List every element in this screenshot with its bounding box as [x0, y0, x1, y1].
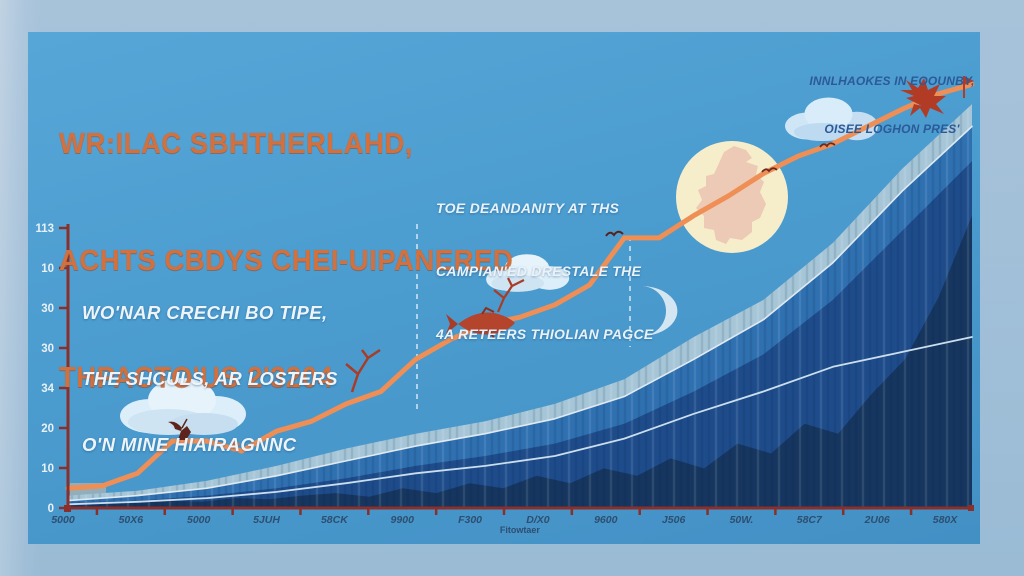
area-series-band-dark [68, 161, 972, 508]
title-line: THPACTO'US 2'3204 [59, 362, 334, 394]
x-tick-label: 50W. [730, 514, 754, 526]
cloud-icon [785, 97, 878, 141]
x-tick-label: D/X0 [526, 514, 550, 526]
note-line: TOE DEANDANITY AT THS [436, 200, 620, 216]
sky-decorations [70, 97, 878, 505]
x-tick-label: 5000 [187, 514, 211, 526]
note-line: OISEE LOGHON PRES' [824, 122, 960, 136]
trend-line [65, 81, 975, 491]
x-tick-label: 9900 [391, 514, 415, 526]
y-tick-label: 113 [35, 223, 54, 235]
white-step-line [67, 125, 973, 502]
axes [59, 224, 974, 515]
note-line: O'N MINE HIAIRAGNNC [82, 434, 297, 455]
x-tick-label: J506 [662, 514, 686, 526]
y-tick-label: 10 [41, 263, 54, 275]
x-tick-label: 9600 [594, 514, 618, 526]
x-tick-label: 580X [933, 514, 959, 526]
note-line: CAMPIAN'ED DRESTALE THE [436, 263, 642, 279]
x-tick-label: 2U06 [864, 514, 890, 526]
foreground-decorations [168, 76, 974, 449]
note-line: 4A RETEERS THIOLIAN PAGCE [436, 326, 654, 342]
infographic-title: WR:ILAC SBHTHERLAHD, ACHTS CBDYS CHEI-UI… [59, 47, 513, 476]
bird-icon [605, 230, 624, 237]
x-tick-label: 58CK [321, 514, 349, 526]
y-tick-label: 34 [41, 383, 54, 395]
y-tick-label: 30 [41, 303, 54, 315]
flag-icon [963, 76, 974, 98]
bird-icon [819, 142, 836, 148]
perched-bird-icon [168, 418, 191, 440]
axis-end-marker [968, 505, 974, 511]
area-series-group [68, 104, 972, 509]
area-series-band-navy [68, 215, 972, 508]
note-line: INNLHAOKES IN EOOUNBY, [809, 74, 975, 88]
y-tick-label: 0 [48, 503, 54, 515]
title-line: ACHTS CBDYS CHEI-UIPANERED [59, 245, 514, 277]
note-middle: TOE DEANDANITY AT THS CAMPIAN'ED DRESTAL… [436, 156, 654, 387]
note-line: THE SHCULS, AR LOSTERS [82, 368, 338, 389]
title-line: WR:ILAC SBHTHERLAHD, [59, 128, 413, 160]
x-tick-label: 50X6 [119, 514, 144, 526]
sun-icon [676, 141, 788, 253]
fish-icon [446, 306, 515, 339]
x-tick-label: 58C7 [797, 514, 823, 526]
note-top-right: INNLHAOKES IN EOOUNBY, OISEE LOGHON PRES… [792, 41, 992, 169]
moon-icon [640, 285, 678, 336]
cursor-arrow-icon [231, 440, 241, 449]
x-axis-sublabel: Fitowtaer [500, 525, 541, 535]
y-tick-label: 20 [41, 423, 54, 435]
branch-icon [345, 348, 381, 393]
x-tick-label: F300 [458, 514, 482, 526]
bird-icon [761, 167, 778, 173]
y-tick-label: 10 [41, 463, 54, 475]
x-tick-label: 5JUH [253, 514, 280, 526]
white-wave-line [67, 336, 973, 506]
note-line: WO'NAR CRECHI BO TIPE, [82, 302, 328, 323]
line-series-group [65, 81, 975, 506]
y-tick-label: 30 [41, 343, 54, 355]
dragon-bird-icon [900, 78, 946, 118]
x-tick-label: 5000 [51, 514, 75, 526]
branch-icon [493, 277, 525, 313]
note-left: WO'NAR CRECHI BO TIPE, THE SHCULS, AR LO… [82, 258, 338, 500]
